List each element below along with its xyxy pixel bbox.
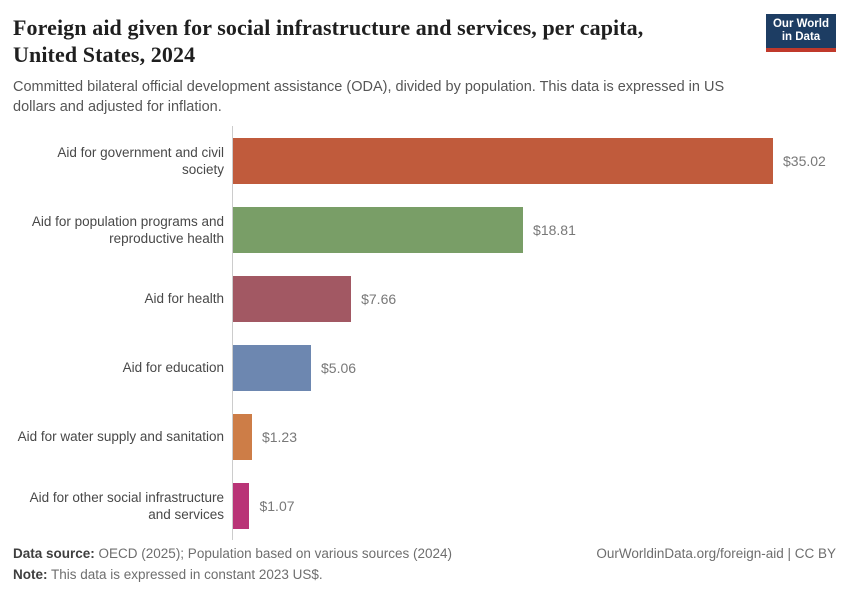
header: Foreign aid given for social infrastruct… bbox=[13, 14, 836, 117]
chart-row: Aid for health $7.66 bbox=[13, 264, 836, 333]
bar[interactable] bbox=[233, 206, 524, 253]
category-label: Aid for water supply and sanitation bbox=[17, 429, 224, 444]
bar-zone: $35.02 bbox=[232, 126, 836, 195]
value-label: $5.06 bbox=[321, 359, 357, 376]
note-text: This data is expressed in constant 2023 … bbox=[47, 567, 323, 582]
chart-subtitle: Committed bilateral official development… bbox=[13, 79, 725, 115]
bar[interactable] bbox=[233, 413, 252, 460]
chart-row: Aid for population programs and reproduc… bbox=[13, 195, 836, 264]
bar[interactable] bbox=[233, 344, 312, 391]
note-label: Note: bbox=[13, 567, 48, 582]
title-line-2: United States, 2024 bbox=[13, 42, 196, 67]
bar-zone: $7.66 bbox=[232, 264, 836, 333]
data-source-label: Data source: bbox=[13, 546, 95, 561]
logo-line-2: in Data bbox=[781, 31, 821, 43]
bar-zone: $1.07 bbox=[232, 471, 836, 540]
category-label: Aid for population programs and reproduc… bbox=[31, 213, 224, 246]
logo-line-1: Our World bbox=[772, 17, 829, 30]
bar[interactable] bbox=[233, 482, 250, 529]
value-label: $35.02 bbox=[783, 152, 826, 169]
data-source-line: Data source: OECD (2025); Population bas… bbox=[13, 543, 452, 564]
value-label: $7.66 bbox=[361, 290, 397, 307]
note-line: Note: This data is expressed in constant… bbox=[13, 564, 452, 585]
footer-link[interactable]: OurWorldinData.org/foreign-aid | CC BY bbox=[596, 546, 836, 561]
value-label: $18.81 bbox=[533, 221, 576, 238]
chart-page: Foreign aid given for social infrastruct… bbox=[13, 14, 836, 582]
category-label: Aid for other social infrastructure and … bbox=[29, 489, 224, 522]
chart-row: Aid for other social infrastructure and … bbox=[13, 471, 836, 540]
data-source-text: OECD (2025); Population based on various… bbox=[94, 546, 452, 561]
category-label: Aid for education bbox=[122, 360, 224, 375]
title-line-1: Foreign aid given for social infrastruct… bbox=[13, 15, 644, 40]
chart-row: Aid for government and civil society $35.… bbox=[13, 126, 836, 195]
page-title: Foreign aid given for social infrastruct… bbox=[13, 14, 753, 68]
owid-logo[interactable]: Our World in Data bbox=[766, 14, 836, 52]
value-label: $1.23 bbox=[261, 428, 297, 445]
bar-zone: $18.81 bbox=[232, 195, 836, 264]
bar[interactable] bbox=[233, 275, 352, 322]
bar[interactable] bbox=[233, 137, 773, 184]
chart-row: Aid for education $5.06 bbox=[13, 333, 836, 402]
bar-zone: $1.23 bbox=[232, 402, 836, 471]
titles-block: Foreign aid given for social infrastruct… bbox=[13, 14, 753, 117]
value-label: $1.07 bbox=[259, 497, 295, 514]
chart-row: Aid for water supply and sanitation $1.23 bbox=[13, 402, 836, 471]
footer-left: Data source: OECD (2025); Population bas… bbox=[13, 543, 452, 585]
category-label: Aid for health bbox=[144, 291, 224, 306]
bar-zone: $5.06 bbox=[232, 333, 836, 402]
category-label: Aid for government and civil society bbox=[57, 144, 224, 177]
bar-chart: Aid for government and civil society $35.… bbox=[13, 126, 836, 540]
footer: Data source: OECD (2025); Population bas… bbox=[13, 543, 836, 585]
